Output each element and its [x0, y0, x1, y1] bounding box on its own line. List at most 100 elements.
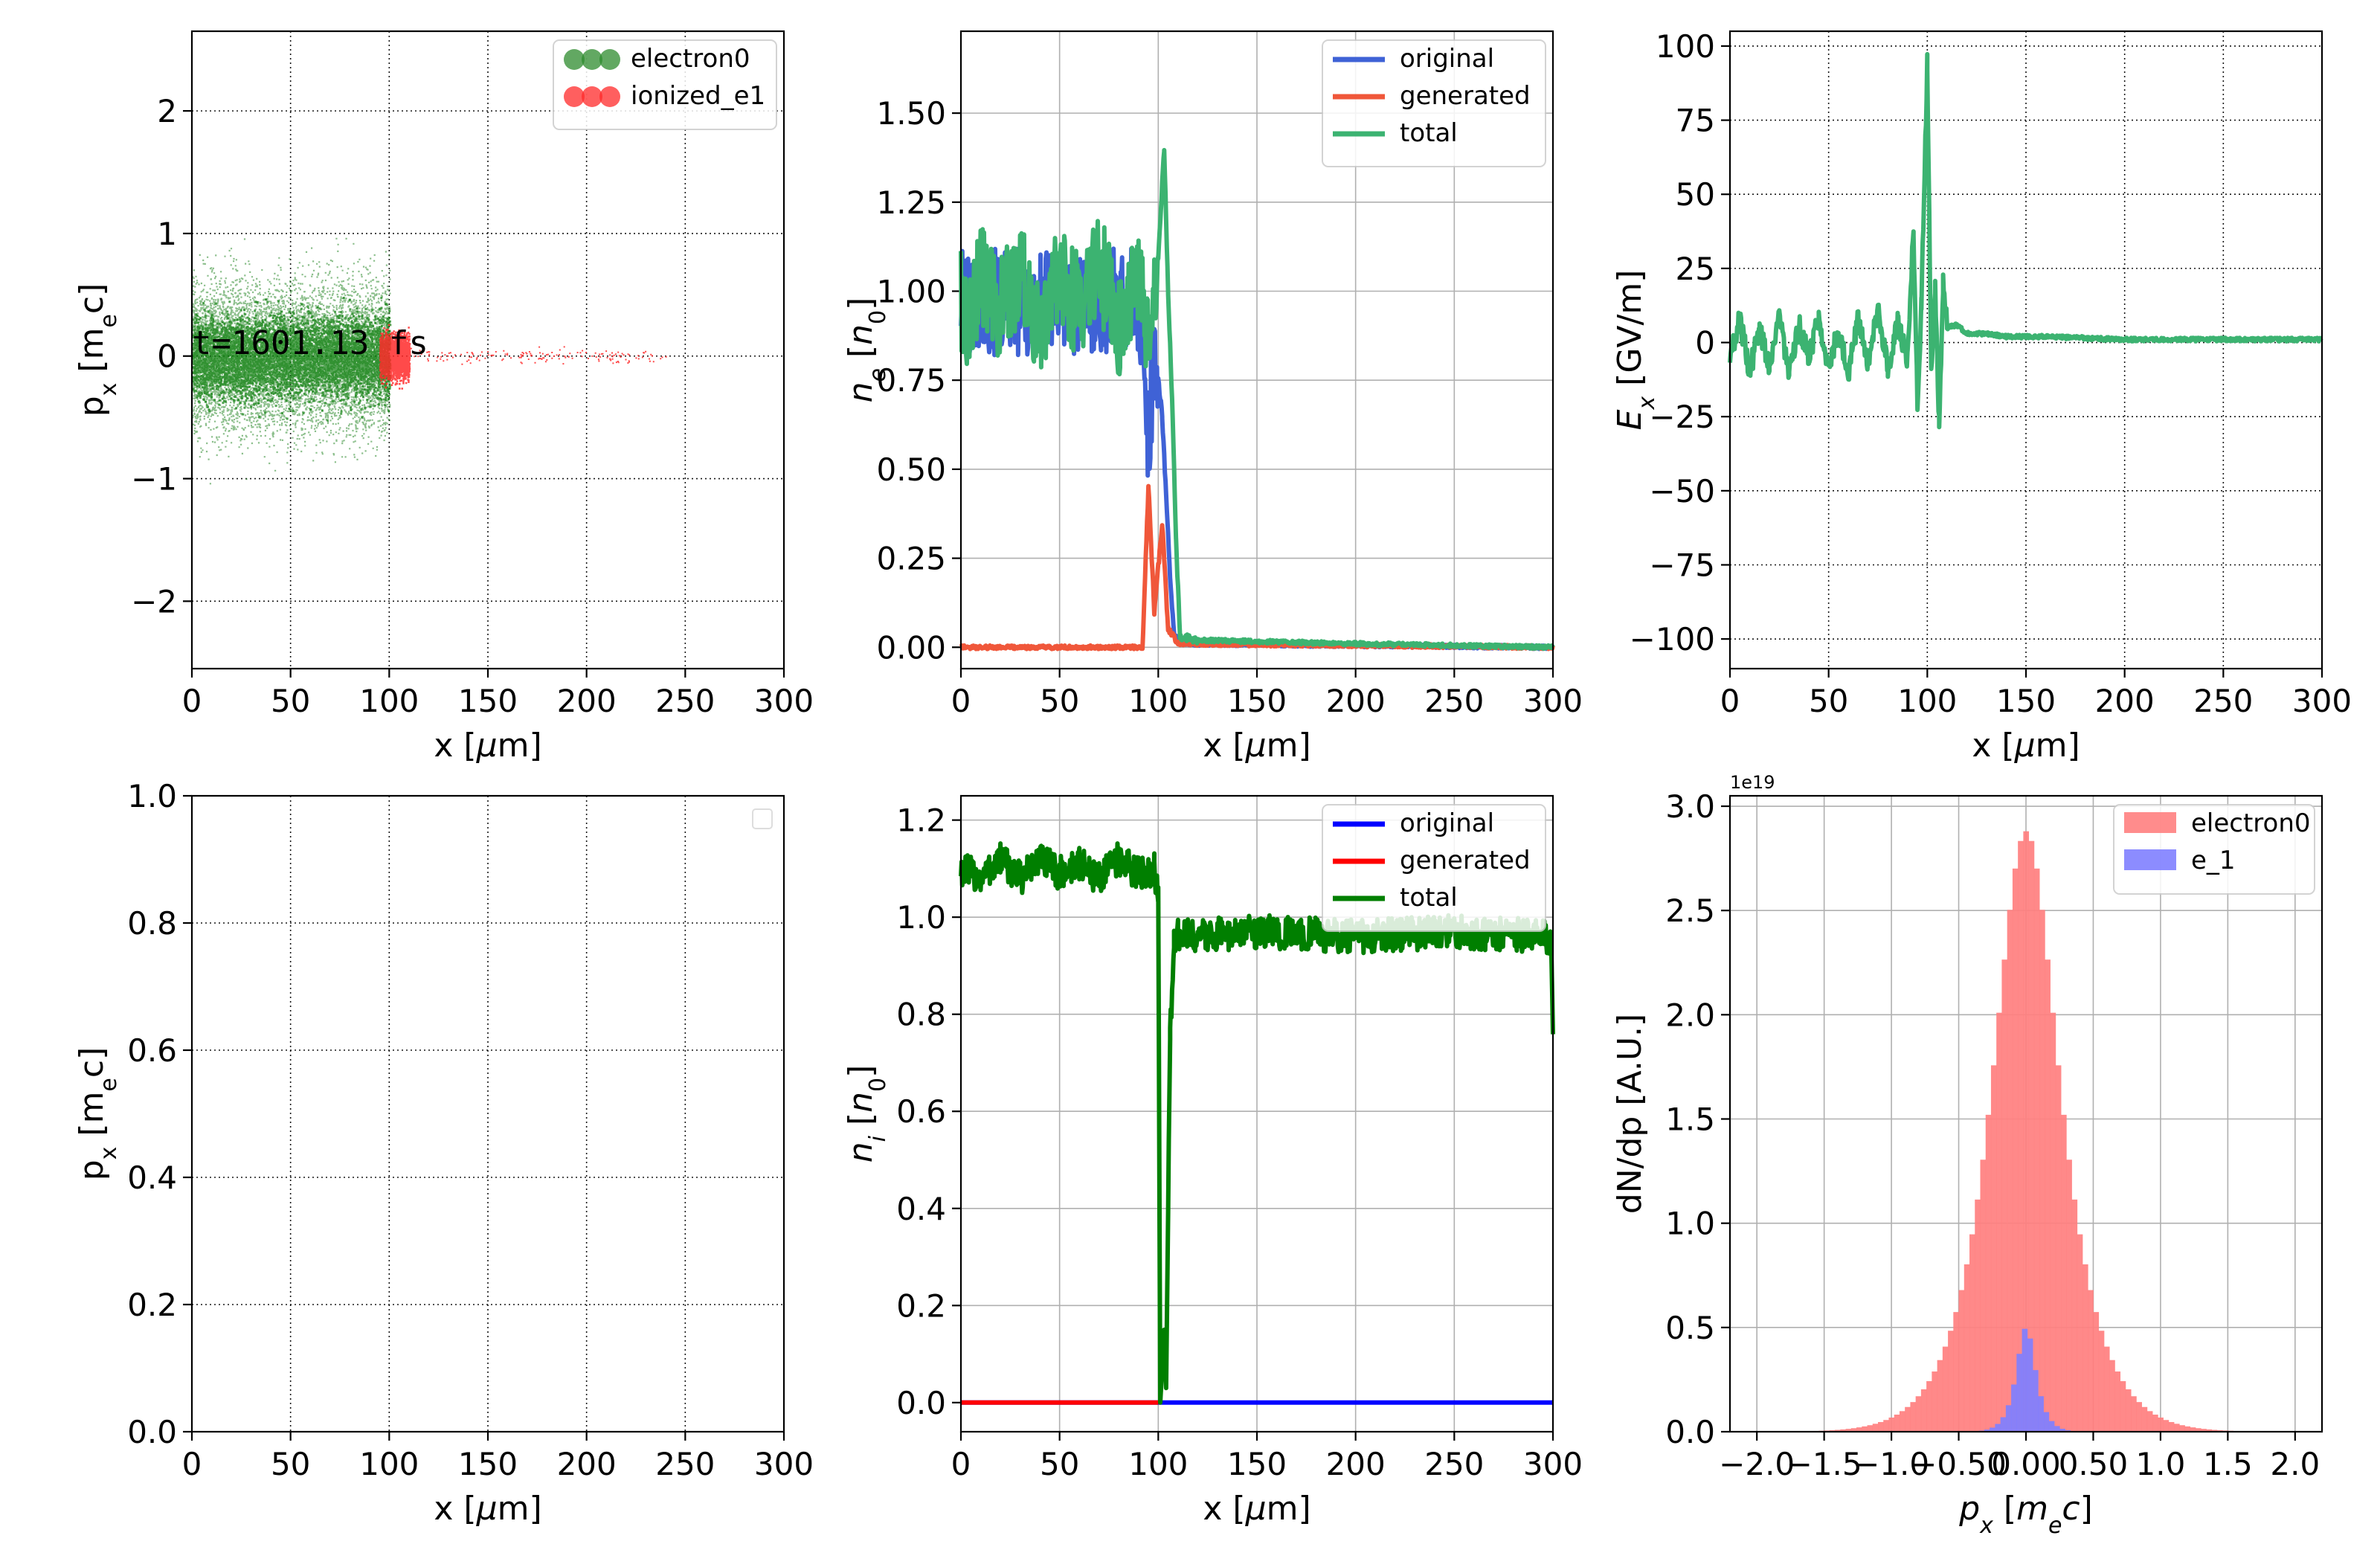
- hist-bar-electron0: [2077, 1234, 2083, 1432]
- x-tick-label: 1.5: [2203, 1446, 2253, 1482]
- hist-bar-electron0: [2039, 910, 2045, 1432]
- y-tick-label: 1.0: [896, 899, 946, 936]
- hist-bar-electron0: [2103, 1346, 2110, 1432]
- hist-bar-electron0: [1888, 1417, 1895, 1432]
- x-tick-label: 0.00: [1991, 1446, 2061, 1482]
- hist-bar-electron0: [2109, 1360, 2115, 1432]
- y-axis-label: Ex [GV/m]: [1611, 270, 1660, 431]
- y-tick-label: 0.2: [896, 1287, 946, 1324]
- x-tick-label: 100: [359, 1446, 419, 1482]
- y-tick-label: 0.4: [127, 1160, 177, 1196]
- hist-bar-electron0: [2012, 868, 2019, 1432]
- y-tick-label: 2: [157, 93, 177, 129]
- hist-bar-e_1: [1995, 1424, 2001, 1432]
- legend-label: ionized_e1: [631, 81, 765, 111]
- axes-frame: [190, 30, 785, 670]
- hist-bar-electron0: [2023, 831, 2030, 1432]
- legend-label: total: [1400, 883, 1458, 913]
- y-tick-label: 0.0: [127, 1414, 177, 1450]
- x-tick-label: 200: [2095, 683, 2155, 719]
- hist-bar-electron0: [2136, 1402, 2142, 1432]
- y-tick-label: 0.0: [1665, 1414, 1715, 1450]
- y-axis-label: px [mec]: [73, 1047, 122, 1181]
- hist-bar-electron0: [2163, 1420, 2170, 1432]
- y-tick-label: 0.8: [127, 905, 177, 942]
- hist-bar-electron0: [1883, 1420, 1889, 1432]
- y-tick-label: 2.5: [1665, 892, 1715, 929]
- x-tick-label: 250: [2193, 683, 2253, 719]
- x-tick-label: −1.5: [1786, 1446, 1862, 1482]
- x-tick-label: 150: [1996, 683, 2056, 719]
- hist-bar-electron0: [1856, 1427, 1862, 1432]
- y-tick-label: −25: [1649, 399, 1715, 435]
- hist-bar-electron0: [2007, 910, 2013, 1432]
- legend-swatch: [599, 49, 620, 70]
- legend-label: generated: [1400, 846, 1531, 875]
- hist-bar-electron0: [2098, 1331, 2105, 1432]
- hist-bar-electron0: [1894, 1415, 1900, 1432]
- hist-bar-e_1: [2000, 1417, 2007, 1432]
- x-tick-label: 250: [655, 1446, 715, 1482]
- legend-swatch: [599, 86, 620, 107]
- hist-bar-e_1: [2027, 1338, 2033, 1432]
- hist-bar-electron0: [2066, 1160, 2072, 1432]
- x-tick-label: 200: [1326, 1446, 1386, 1482]
- hist-bar-electron0: [2018, 840, 2024, 1432]
- hist-bar-electron0: [1932, 1371, 1937, 1432]
- hist-bar-e_1: [2038, 1396, 2044, 1432]
- hist-bar-electron0: [1990, 1065, 1997, 1432]
- y-tick-label: 25: [1676, 251, 1715, 287]
- y-tick-label: 0: [157, 338, 177, 375]
- hist-bar-e_1: [2016, 1354, 2022, 1432]
- x-tick-label: 150: [458, 1446, 518, 1482]
- legend-swatch: [2124, 849, 2176, 870]
- hist-bar-electron0: [2141, 1406, 2148, 1432]
- x-tick-label: 150: [1227, 1446, 1287, 1482]
- y-tick-label: 0.6: [896, 1093, 946, 1130]
- hist-bar-electron0: [1872, 1424, 1879, 1432]
- x-tick-label: −2.0: [1719, 1446, 1795, 1482]
- hist-bar-electron0: [1969, 1234, 1975, 1432]
- hist-bar-electron0: [1867, 1425, 1874, 1432]
- x-tick-label: 250: [655, 683, 715, 719]
- hist-bar-electron0: [2211, 1429, 2218, 1432]
- x-tick-label: 0: [182, 1446, 202, 1482]
- x-tick-label: 250: [1424, 1446, 1484, 1482]
- y-tick-label: 0.4: [896, 1191, 946, 1227]
- hist-bar-e_1: [2048, 1421, 2055, 1432]
- hist-bar-electron0: [2131, 1396, 2137, 1432]
- hist-bar-electron0: [1915, 1396, 1922, 1432]
- legend-label: generated: [1400, 81, 1531, 111]
- legend-label: original: [1400, 44, 1494, 74]
- hist-bar-e_1: [2053, 1426, 2060, 1432]
- y-tick-label: 100: [1656, 28, 1715, 65]
- legend-label: e_1: [2191, 846, 2236, 875]
- hist-bar-electron0: [2201, 1429, 2207, 1432]
- x-tick-label: 1.0: [2136, 1446, 2186, 1482]
- hist-bar-electron0: [1937, 1360, 1943, 1432]
- y-tick-label: 0: [1695, 325, 1715, 361]
- hist-bar-electron0: [2114, 1371, 2121, 1432]
- legend-swatch: [582, 49, 602, 70]
- hist-bar-electron0: [2033, 868, 2040, 1432]
- x-tick-label: 50: [271, 1446, 310, 1482]
- hist-bar-electron0: [2120, 1381, 2126, 1432]
- x-tick-label: 300: [1523, 683, 1583, 719]
- x-tick-label: 2.0: [2270, 1446, 2320, 1482]
- hist-bar-electron0: [2168, 1422, 2175, 1432]
- legend-label: total: [1400, 118, 1458, 148]
- hist-bar-electron0: [2071, 1199, 2078, 1432]
- series-line-ex: [1728, 51, 2324, 430]
- axes-frame: [959, 794, 1554, 1433]
- y-tick-label: 1.00: [876, 274, 946, 310]
- hist-bar-electron0: [1905, 1406, 1911, 1432]
- x-tick-label: −1.0: [1853, 1446, 1929, 1482]
- x-tick-label: 100: [359, 683, 419, 719]
- x-tick-label: 0: [951, 683, 971, 719]
- hist-bar-electron0: [1996, 1012, 2002, 1432]
- y-tick-label: 0.8: [896, 997, 946, 1033]
- x-tick-label: 300: [2292, 683, 2352, 719]
- y-tick-label: 1: [157, 216, 177, 252]
- hist-bar-electron0: [1926, 1381, 1932, 1432]
